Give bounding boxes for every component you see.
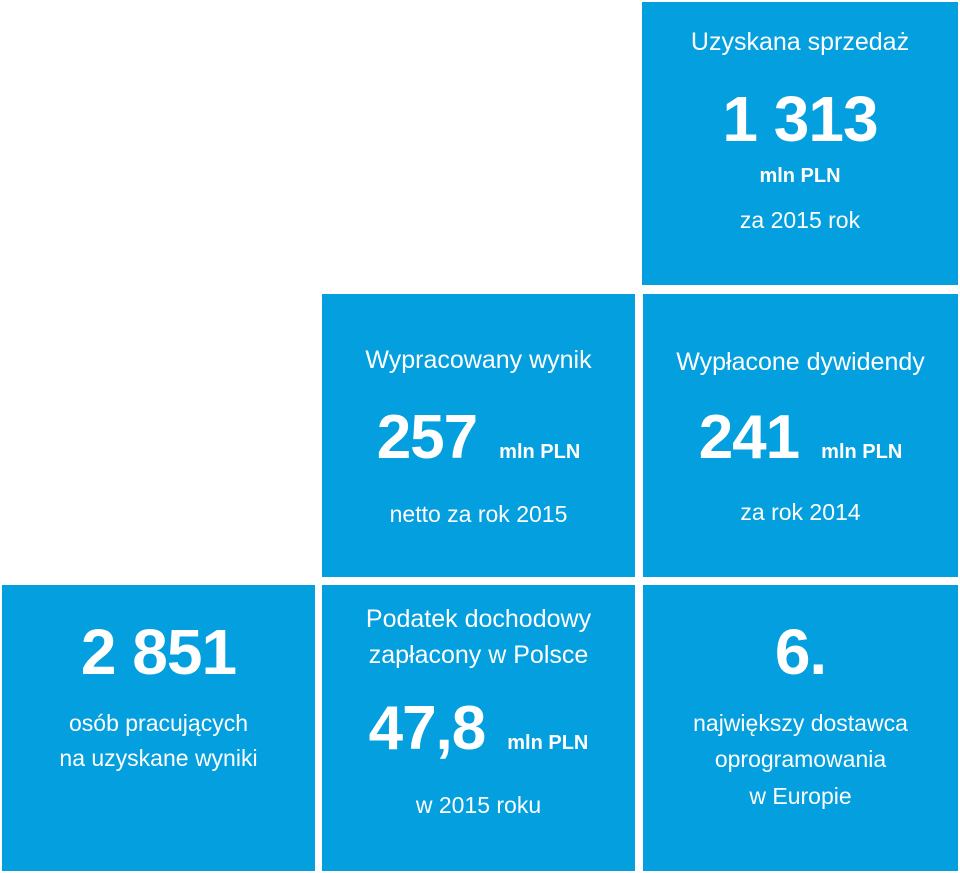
rank-desc-line1: największy dostawca <box>693 710 908 736</box>
net-result-label: Wypracowany wynik <box>365 346 592 374</box>
employees-desc-line1: osób pracujących <box>69 710 248 736</box>
dividends-value: 241 <box>698 403 800 472</box>
net-result-period: netto za rok 2015 <box>389 501 568 527</box>
net-result-value-row: 257 mln PLN <box>322 402 635 473</box>
net-result-tile: Wypracowany wynik 257 mln PLN netto za r… <box>322 294 635 577</box>
income-tax-label-line2: zapłacony w Polsce <box>368 641 589 669</box>
dividends-unit: mln PLN <box>821 441 903 463</box>
dividends-value-row: 241 mln PLN <box>643 402 958 473</box>
net-result-value: 257 <box>376 403 478 472</box>
income-tax-value: 47,8 <box>368 694 487 763</box>
dividends-label: Wypłacone dywidendy <box>676 348 925 376</box>
income-tax-value-row: 47,8 mln PLN <box>322 693 635 764</box>
income-tax-tile: Podatek dochodowy zapłacony w Polsce 47,… <box>322 585 635 871</box>
income-tax-unit: mln PLN <box>507 732 589 754</box>
employees-value: 2 851 <box>80 616 237 688</box>
sales-label: Uzyskana sprzedaż <box>690 28 910 56</box>
net-result-unit: mln PLN <box>499 441 581 463</box>
income-tax-period: w 2015 roku <box>415 792 542 818</box>
sales-period: za 2015 rok <box>739 207 861 233</box>
income-tax-label-line1: Podatek dochodowy <box>365 605 592 633</box>
rank-desc-line2: oprogramowania <box>714 746 887 772</box>
rank-tile: 6. największy dostawca oprogramowania w … <box>643 585 958 871</box>
sales-tile: Uzyskana sprzedaż 1 313 mln PLN za 2015 … <box>642 2 958 285</box>
dividends-period: za rok 2014 <box>740 499 861 525</box>
rank-desc-line3: w Europie <box>749 783 852 809</box>
employees-desc-line2: na uzyskane wyniki <box>59 745 258 771</box>
dividends-tile: Wypłacone dywidendy 241 mln PLN za rok 2… <box>643 294 958 577</box>
sales-unit: mln PLN <box>759 165 841 187</box>
employees-tile: 2 851 osób pracujących na uzyskane wynik… <box>2 585 315 871</box>
rank-value: 6. <box>774 616 827 688</box>
sales-value: 1 313 <box>722 83 878 155</box>
